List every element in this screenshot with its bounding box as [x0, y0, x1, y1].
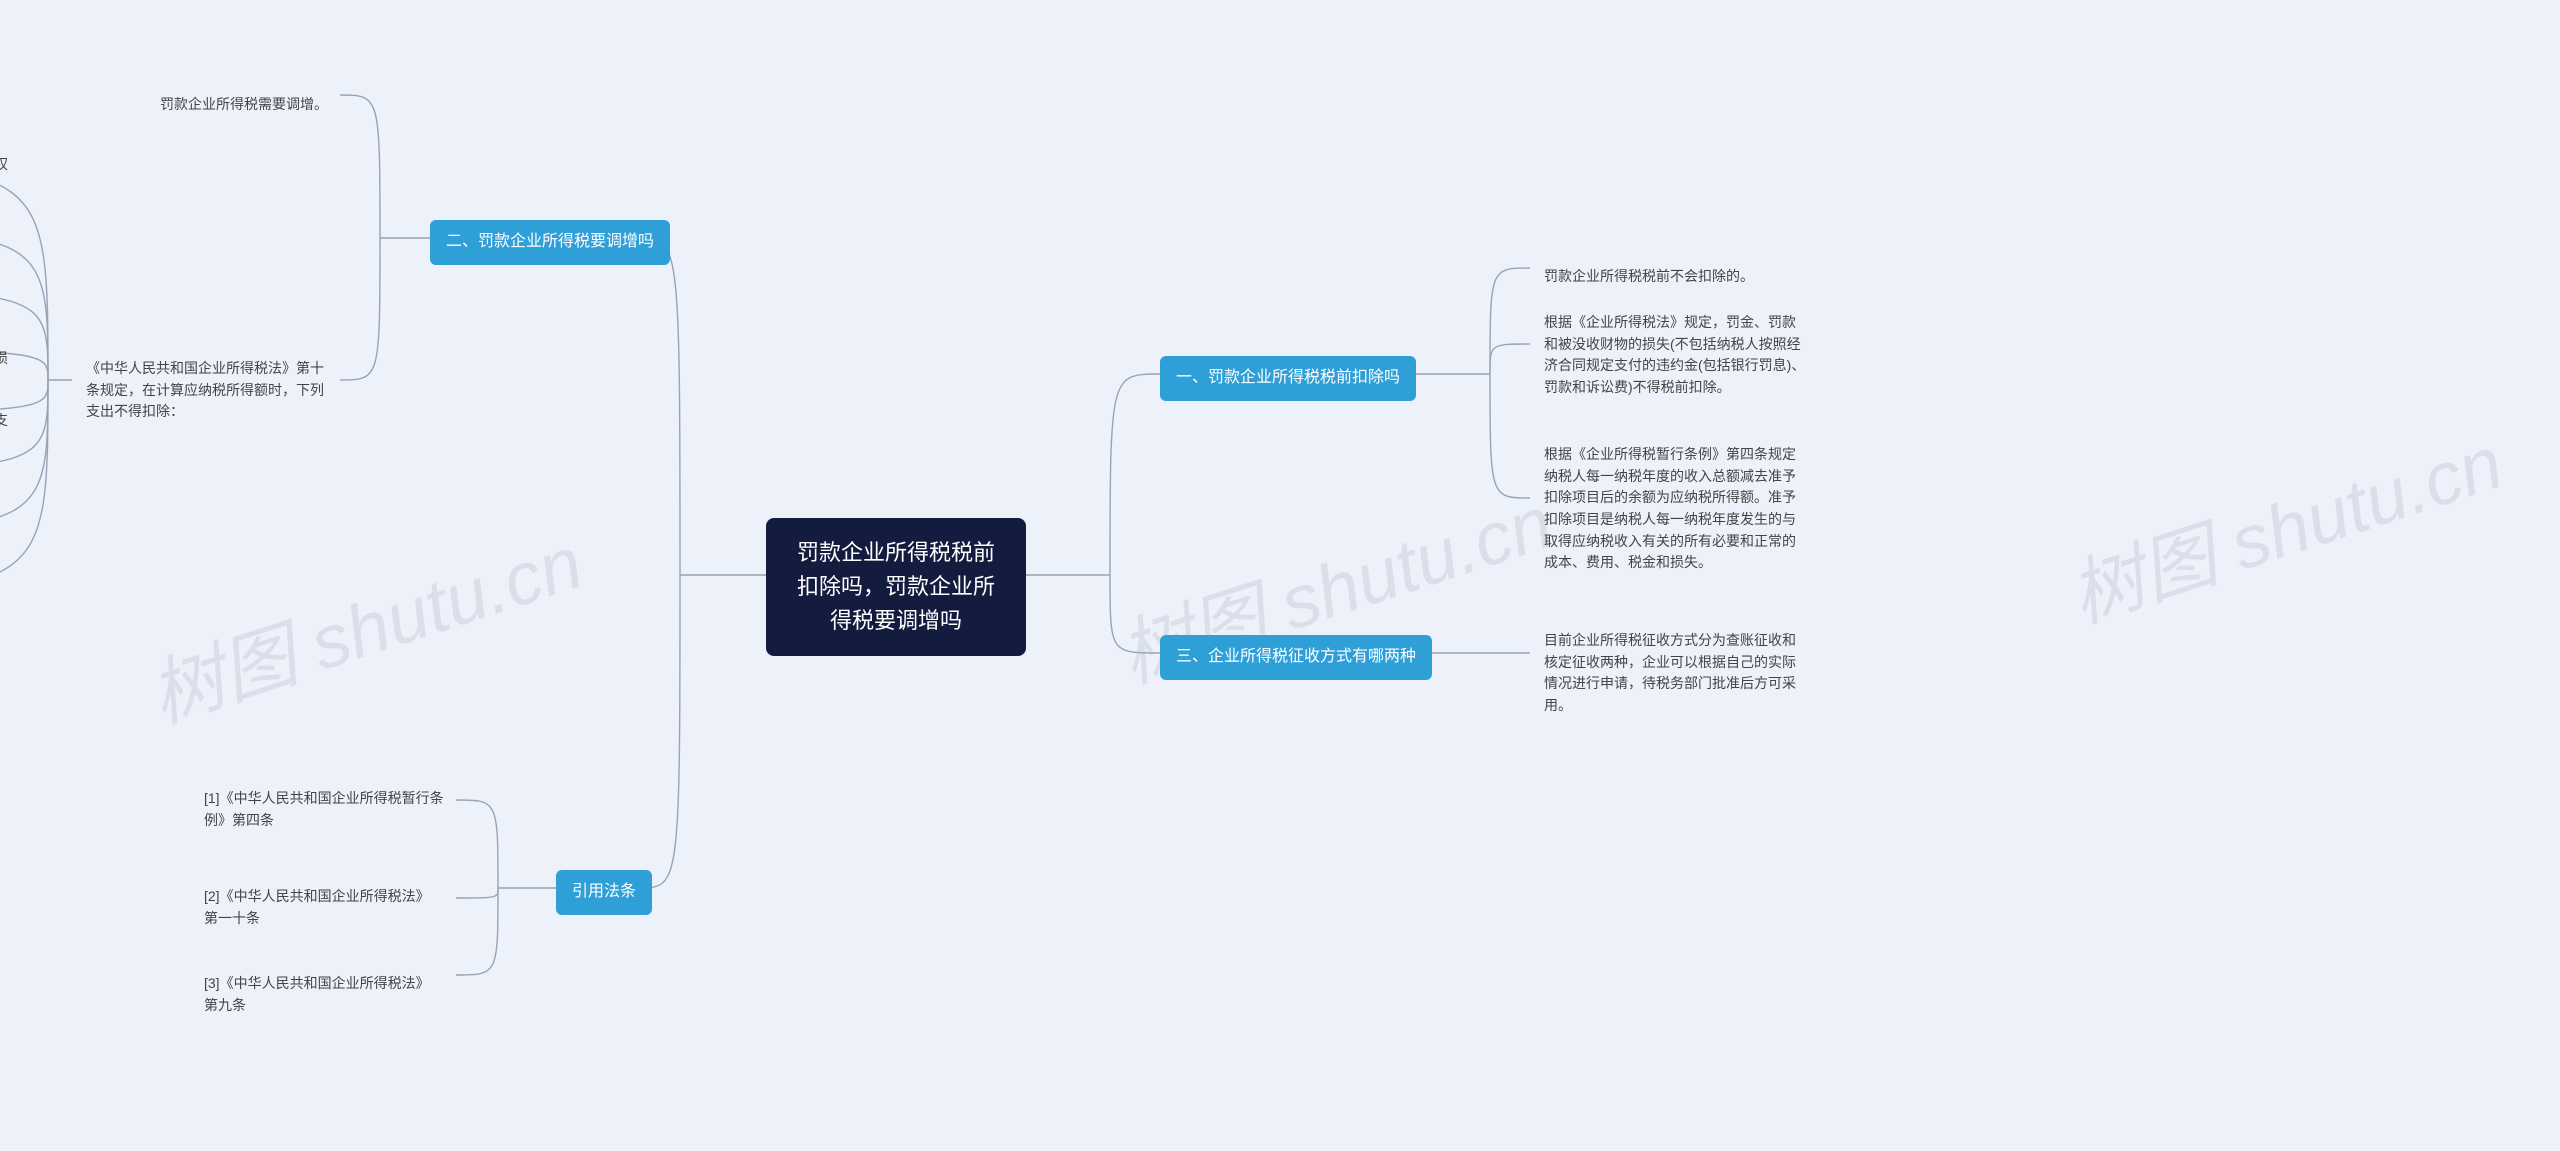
leaf-ref-0: [1]《中华人民共和国企业所得税暂行条例》第四条: [190, 778, 458, 841]
branch-section2: 二、罚款企业所得税要调增吗: [430, 220, 670, 265]
leaf-s2-item-2: （三）税收滞纳金；: [0, 278, 22, 320]
branch-refs: 引用法条: [556, 870, 652, 915]
root-node: 罚款企业所得税税前扣除吗，罚款企业所得税要调增吗: [766, 518, 1026, 656]
leaf-s2-item-0: （一）向投资者支付的股息、红利等权益性投资收益款项；: [0, 144, 22, 207]
leaf-s2-item-6: （七）未经核定的准备金支出；: [0, 519, 22, 561]
leaf-ref-2: [3]《中华人民共和国企业所得税法》 第九条: [190, 963, 458, 1026]
leaf-s3: 目前企业所得税征收方式分为查账征收和核定征收两种，企业可以根据自己的实际情况进行…: [1530, 620, 1820, 727]
leaf-s2-item-1: （二）企业所得税税款；: [0, 218, 22, 260]
leaf-s2-item-7: （八）与取得收入无关的其他支出。: [0, 580, 22, 622]
leaf-s2-top: 罚款企业所得税需要调增。: [142, 84, 342, 126]
leaf-s1-0: 罚款企业所得税税前不会扣除的。: [1530, 256, 1768, 298]
leaf-s2-item-5: （六）赞助支出；: [0, 458, 22, 500]
watermark: 树图 shutu.cn: [134, 503, 593, 743]
leaf-s1-2: 根据《企业所得税暂行条例》第四条规定纳税人每一纳税年度的收入总额减去准予扣除项目…: [1530, 434, 1820, 584]
leaf-s2-sub: 《中华人民共和国企业所得税法》第十条规定，在计算应纳税所得额时，下列支出不得扣除…: [72, 348, 342, 433]
watermark: 树图 shutu.cn: [2054, 403, 2513, 643]
leaf-s1-1: 根据《企业所得税法》规定，罚金、罚款和被没收财物的损失(不包括纳税人按照经济合同…: [1530, 302, 1820, 409]
branch-section3: 三、企业所得税征收方式有哪两种: [1160, 635, 1432, 680]
branch-section1: 一、罚款企业所得税税前扣除吗: [1160, 356, 1416, 401]
leaf-s2-item-4: （五）本法第九条规定以外的捐赠支出；: [0, 400, 22, 463]
leaf-s2-item-3: （四）罚金、罚款和被没收财物的损失；: [0, 338, 22, 401]
leaf-ref-1: [2]《中华人民共和国企业所得税法》 第一十条: [190, 876, 458, 939]
